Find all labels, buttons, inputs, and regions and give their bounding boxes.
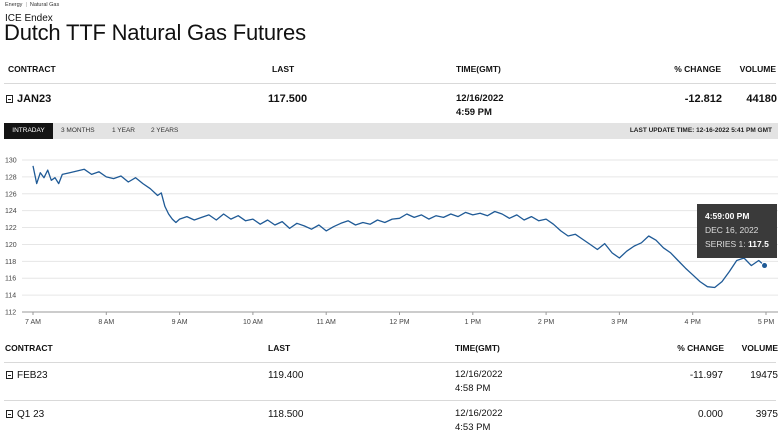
chart-tooltip: 4:59:00 PM DEC 16, 2022 SERIES 1: 117.5 bbox=[697, 204, 777, 258]
contract-cell[interactable]: JAN23 bbox=[6, 93, 51, 105]
divider bbox=[4, 362, 776, 363]
header-last: LAST bbox=[272, 64, 295, 74]
series-line bbox=[32, 165, 765, 289]
contract-name: FEB23 bbox=[17, 370, 48, 381]
date-value: 12/16/2022 bbox=[455, 408, 503, 419]
breadcrumb-item-natural-gas[interactable]: Natural Gas bbox=[29, 2, 60, 8]
time-cell: 12/16/2022 4:53 PM bbox=[455, 407, 503, 435]
tab-1-year[interactable]: 1 YEAR bbox=[112, 127, 136, 134]
change-value: 0.000 bbox=[697, 409, 723, 420]
tooltip-series: SERIES 1: 117.5 bbox=[705, 237, 769, 251]
change-value: -11.997 bbox=[689, 370, 723, 381]
tooltip-date: DEC 16, 2022 bbox=[705, 225, 759, 235]
y-tick-label: 124 bbox=[5, 208, 17, 215]
divider bbox=[4, 400, 776, 401]
y-tick-label: 130 bbox=[5, 158, 17, 165]
contract-cell[interactable]: FEB23 bbox=[6, 370, 48, 381]
tab-3-months[interactable]: 3 MONTHS bbox=[61, 127, 95, 134]
contract-name: JAN23 bbox=[17, 93, 52, 105]
volume-value: 44180 bbox=[746, 93, 777, 105]
time-cell: 12/16/2022 4:58 PM bbox=[455, 368, 503, 396]
breadcrumb-item-energy[interactable]: Energy bbox=[5, 2, 23, 8]
breadcrumb-separator: | bbox=[25, 2, 27, 8]
tooltip-time: 4:59:00 PM bbox=[705, 211, 750, 221]
header-time: TIME(GMT) bbox=[456, 64, 501, 74]
x-tick-label: 5 PM bbox=[758, 319, 775, 326]
exchange-name: ICE Endex bbox=[5, 13, 53, 24]
time-value: 4:59 PM bbox=[456, 107, 492, 118]
tab-2-years[interactable]: 2 YEARS bbox=[151, 127, 179, 134]
x-tick-label: 7 AM bbox=[25, 319, 41, 326]
date-value: 12/16/2022 bbox=[456, 93, 504, 104]
header-volume: VOLUME bbox=[741, 343, 778, 353]
change-value: -12.812 bbox=[684, 93, 722, 105]
y-tick-label: 118 bbox=[5, 259, 16, 266]
y-tick-label: 112 bbox=[5, 310, 16, 317]
time-value: 4:53 PM bbox=[455, 422, 491, 433]
document-icon bbox=[6, 95, 13, 103]
tab-intraday[interactable]: INTRADAY bbox=[4, 123, 53, 139]
last-value: 117.500 bbox=[268, 93, 308, 105]
x-tick-label: 12 PM bbox=[389, 319, 409, 326]
contract-name: Q1 23 bbox=[17, 409, 45, 420]
header-last: LAST bbox=[268, 343, 291, 353]
header-contract: CONTRACT bbox=[5, 343, 53, 353]
time-value: 4:58 PM bbox=[455, 383, 491, 394]
y-tick-label: 116 bbox=[5, 276, 16, 283]
document-icon bbox=[6, 371, 13, 379]
y-tick-label: 122 bbox=[5, 225, 17, 232]
date-value: 12/16/2022 bbox=[455, 369, 503, 380]
y-tick-label: 126 bbox=[5, 191, 17, 198]
hover-point-marker bbox=[761, 262, 769, 270]
tooltip-series-value: 117.5 bbox=[748, 239, 769, 249]
contract-cell[interactable]: Q1 23 bbox=[6, 409, 44, 420]
last-value: 118.500 bbox=[268, 409, 304, 420]
tooltip-series-label: SERIES 1: bbox=[705, 239, 746, 249]
x-tick-label: 10 AM bbox=[243, 319, 263, 326]
y-tick-label: 128 bbox=[5, 174, 17, 181]
volume-value: 3975 bbox=[755, 409, 778, 420]
last-value: 119.400 bbox=[268, 370, 304, 381]
x-tick-label: 2 PM bbox=[538, 319, 555, 326]
header-volume: VOLUME bbox=[739, 64, 776, 74]
volume-value: 19475 bbox=[750, 370, 778, 381]
x-tick-label: 8 AM bbox=[98, 319, 114, 326]
x-tick-label: 1 PM bbox=[465, 319, 482, 326]
x-tick-label: 11 AM bbox=[317, 319, 336, 326]
x-tick-label: 9 AM bbox=[172, 319, 188, 326]
header-time: TIME(GMT) bbox=[455, 343, 500, 353]
breadcrumb: Energy | Natural Gas bbox=[5, 2, 59, 8]
x-tick-label: 4 PM bbox=[685, 319, 702, 326]
header-change: % CHANGE bbox=[677, 343, 724, 353]
document-icon bbox=[6, 410, 13, 418]
x-tick-label: 3 PM bbox=[611, 319, 628, 326]
header-change: % CHANGE bbox=[674, 64, 721, 74]
range-tab-bar: INTRADAY 3 MONTHS 1 YEAR 2 YEARS LAST UP… bbox=[4, 123, 778, 139]
y-tick-label: 114 bbox=[5, 293, 16, 300]
header-contract: CONTRACT bbox=[8, 64, 56, 74]
y-tick-label: 120 bbox=[5, 242, 17, 249]
price-chart[interactable]: 112 114 116 118 120 122 124 126 128 130 7 AM 8 AM 9 … bbox=[0, 150, 780, 330]
time-cell: 12/16/2022 4:59 PM bbox=[456, 92, 504, 120]
last-update-time: LAST UPDATE TIME: 12-16-2022 5:41 PM GMT bbox=[629, 127, 772, 134]
page-title: Dutch TTF Natural Gas Futures bbox=[4, 20, 306, 45]
divider bbox=[4, 83, 776, 84]
